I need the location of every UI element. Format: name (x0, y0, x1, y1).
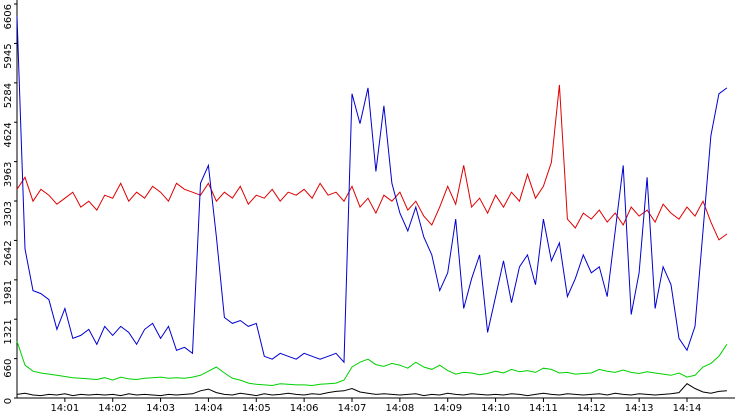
x-tick-label: 14:12 (577, 403, 606, 414)
y-tick-label: 1321 (3, 319, 14, 344)
series-line (16, 383, 727, 397)
x-tick-label: 14:10 (481, 403, 510, 414)
x-tick-label: 14:08 (385, 403, 414, 414)
y-tick-label: 3303 (3, 201, 14, 226)
y-tick-label: 2642 (3, 240, 14, 265)
x-tick-label: 14:01 (50, 403, 79, 414)
x-tick-label: 14:06 (290, 403, 319, 414)
y-tick-label: 660 (3, 359, 14, 378)
y-tick-label: 0 (3, 398, 14, 404)
x-tick-label: 14:07 (338, 403, 367, 414)
x-tick-label: 14:14 (673, 403, 702, 414)
x-tick-label: 14:13 (625, 403, 654, 414)
y-tick-label: 3963 (3, 162, 14, 187)
y-tick-label: 1981 (3, 280, 14, 305)
x-tick-label: 14:05 (242, 403, 271, 414)
x-tick-label: 14:02 (98, 403, 127, 414)
y-tick-label: 4624 (3, 122, 14, 147)
x-tick-label: 14:09 (433, 403, 462, 414)
series-line (16, 341, 728, 387)
x-tick-label: 14:03 (146, 403, 175, 414)
x-tick-label: 14:04 (194, 403, 223, 414)
series-line (16, 84, 728, 241)
series-line (16, 16, 728, 364)
x-tick-label: 14:11 (529, 403, 558, 414)
y-tick-label: 5945 (3, 43, 14, 68)
y-tick-label: 6606 (3, 4, 14, 29)
y-tick-label: 5284 (3, 83, 14, 108)
